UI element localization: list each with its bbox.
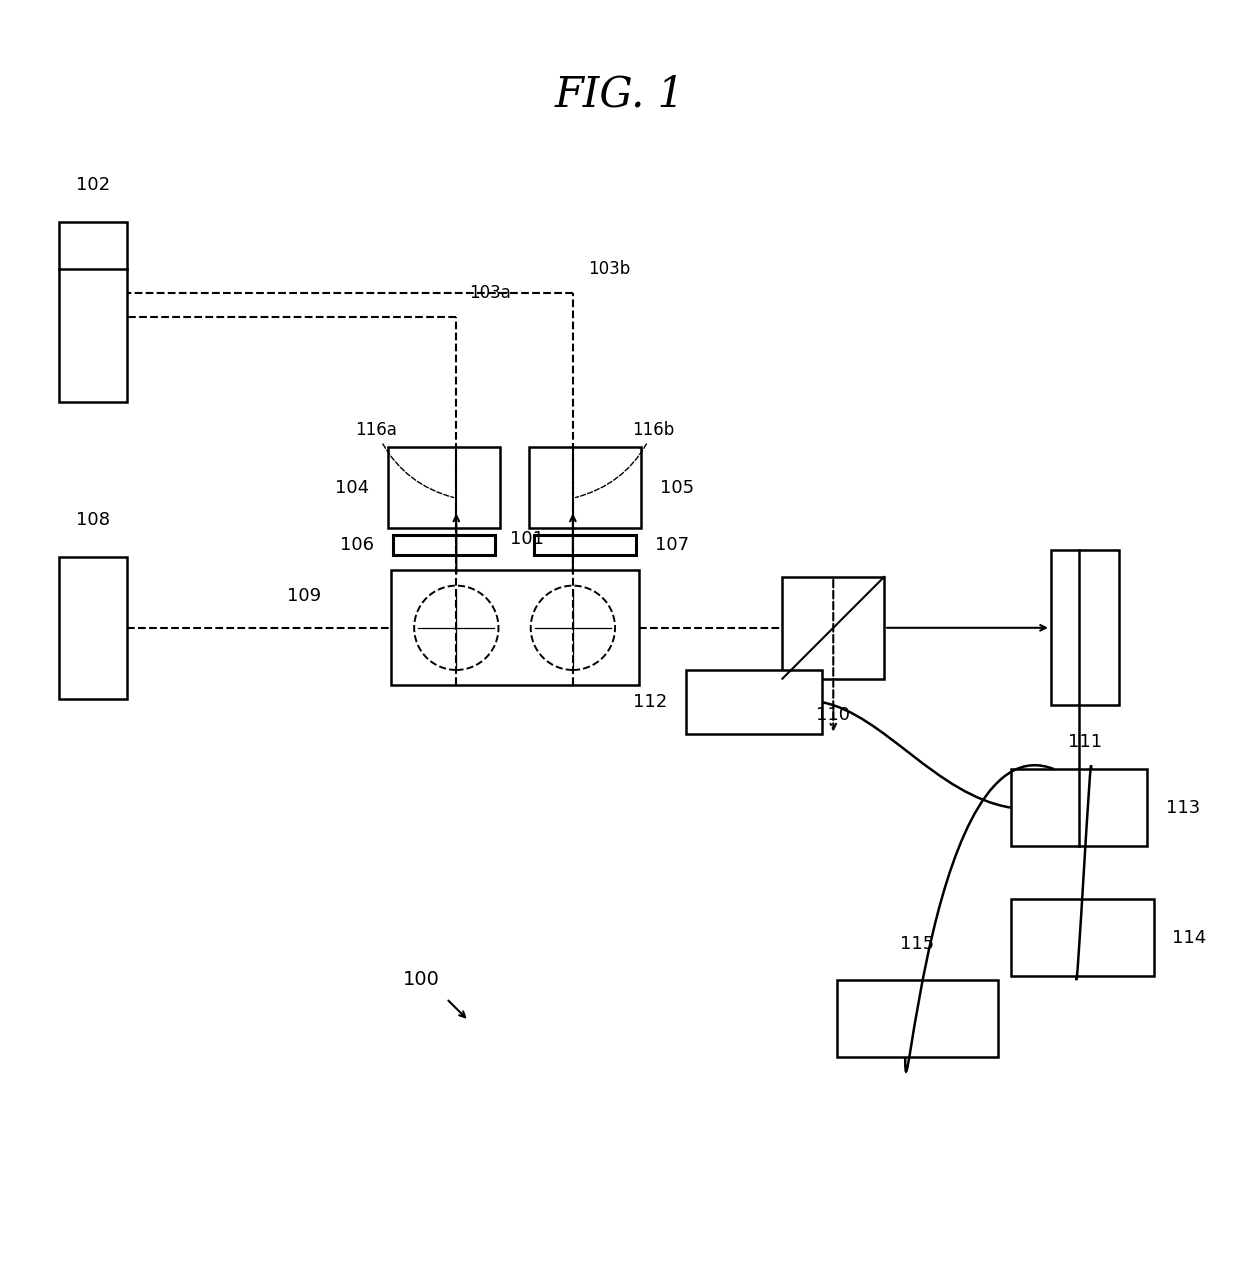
Text: 106: 106 [341,535,374,554]
Bar [388,448,500,527]
Text: 107: 107 [655,535,689,554]
Bar [529,448,641,527]
Text: FIG. 1: FIG. 1 [556,74,684,115]
Text: 108: 108 [76,511,110,529]
Bar [686,670,822,734]
Text: 113: 113 [1166,799,1200,817]
Bar [60,557,126,699]
Bar [837,980,998,1056]
Bar [1012,899,1153,976]
Text: 112: 112 [632,694,667,711]
Bar [1052,550,1120,705]
Text: 103b: 103b [588,260,630,278]
Text: 100: 100 [403,970,440,989]
Text: 102: 102 [76,176,110,194]
Bar [534,535,636,554]
Text: 103a: 103a [469,284,511,302]
Text: 115: 115 [900,935,935,952]
Text: 105: 105 [660,479,694,497]
Text: 109: 109 [286,587,321,606]
Bar [1011,770,1147,846]
Text: 116a: 116a [355,421,454,497]
Bar [60,222,126,402]
Text: 104: 104 [335,479,370,497]
Text: 116b: 116b [575,421,675,497]
Text: 101: 101 [510,530,544,548]
Text: 111: 111 [1068,733,1102,751]
Text: 110: 110 [816,706,851,724]
Bar [393,535,495,554]
Bar [782,577,884,678]
Text: 114: 114 [1173,928,1207,947]
Bar [391,571,639,686]
